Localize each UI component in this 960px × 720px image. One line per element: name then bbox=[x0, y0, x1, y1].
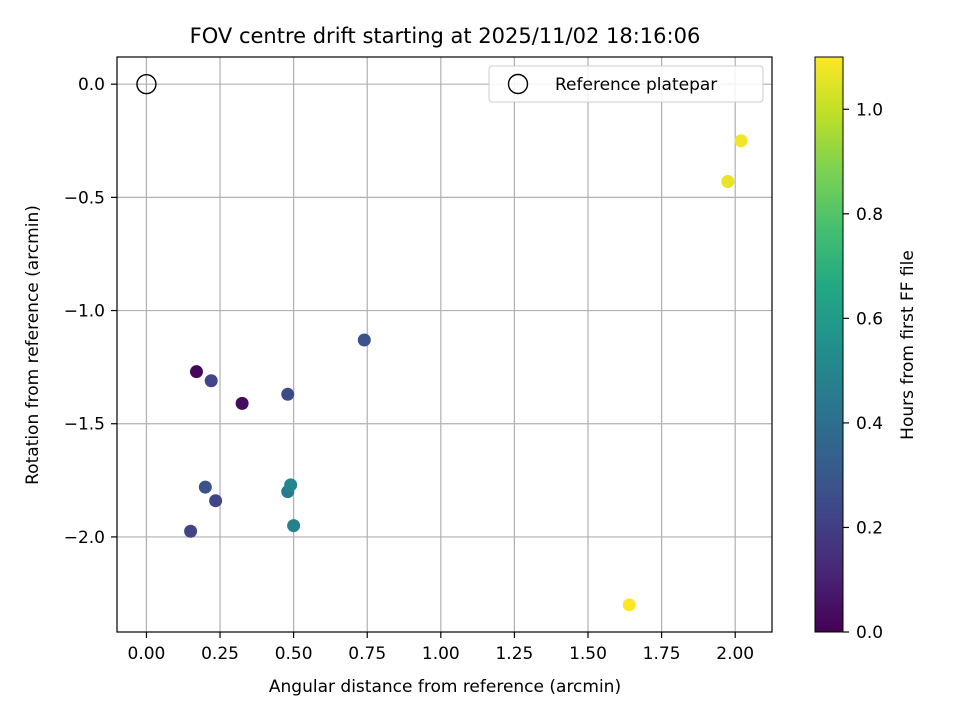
data-point bbox=[281, 387, 295, 401]
x-tick-label: 0.75 bbox=[348, 644, 386, 664]
colorbar-ticks: 0.0 0.2 0.4 0.6 0.8 1.0 bbox=[843, 100, 883, 643]
y-axis-label: Rotation from reference (arcmin) bbox=[23, 205, 43, 485]
colorbar-tick-label: 0.6 bbox=[856, 309, 883, 329]
reference-platepar-marker bbox=[136, 73, 157, 95]
data-point bbox=[198, 480, 212, 494]
data-point bbox=[357, 333, 371, 347]
x-tick-label: 1.75 bbox=[643, 644, 681, 664]
colorbar-tick-label: 1.0 bbox=[856, 100, 883, 120]
colorbar-tick-label: 0.4 bbox=[856, 414, 883, 434]
grid bbox=[117, 57, 772, 632]
data-point bbox=[184, 524, 198, 538]
y-tick-label: 0.0 bbox=[78, 75, 105, 95]
legend-marker-open-circle bbox=[507, 73, 529, 95]
x-tick-label: 1.50 bbox=[569, 644, 607, 664]
x-tick-label: 2.00 bbox=[716, 644, 754, 664]
data-point bbox=[734, 134, 748, 148]
legend: Reference platepar bbox=[488, 65, 764, 103]
x-tick-label: 0.25 bbox=[201, 644, 239, 664]
colorbar bbox=[814, 56, 844, 633]
x-tick-label: 1.00 bbox=[422, 644, 460, 664]
colorbar-tick-label: 0.8 bbox=[856, 205, 883, 225]
data-points bbox=[136, 73, 748, 612]
y-tick-label: −2.0 bbox=[64, 528, 105, 548]
data-point bbox=[287, 519, 301, 533]
x-axis-ticks: 0.00 0.25 0.50 0.75 1.00 1.25 1.50 1.75 2.00 bbox=[128, 632, 754, 664]
x-axis-label: Angular distance from reference (arcmin) bbox=[269, 677, 621, 697]
data-point bbox=[189, 365, 203, 379]
y-tick-label: −1.0 bbox=[64, 302, 105, 322]
y-tick-label: −1.5 bbox=[64, 415, 105, 435]
x-tick-label: 0.50 bbox=[275, 644, 313, 664]
data-point bbox=[721, 175, 735, 189]
x-tick-label: 0.00 bbox=[128, 644, 166, 664]
legend-label: Reference platepar bbox=[555, 75, 717, 95]
colorbar-tick-label: 0.0 bbox=[856, 623, 883, 643]
y-axis-ticks: 0.0 −0.5 −1.0 −1.5 −2.0 bbox=[64, 75, 117, 548]
data-point bbox=[204, 374, 218, 388]
plot-frame bbox=[116, 56, 773, 633]
colorbar-label: Hours from first FF file bbox=[898, 250, 918, 440]
chart-title: FOV centre drift starting at 2025/11/02 … bbox=[190, 24, 701, 48]
colorbar-tick-label: 0.2 bbox=[856, 518, 883, 538]
data-point bbox=[235, 396, 249, 410]
data-point bbox=[284, 478, 298, 492]
data-point bbox=[622, 598, 636, 612]
y-tick-label: −0.5 bbox=[64, 188, 105, 208]
legend-box bbox=[488, 65, 764, 103]
data-point bbox=[209, 494, 223, 508]
x-tick-label: 1.25 bbox=[495, 644, 533, 664]
